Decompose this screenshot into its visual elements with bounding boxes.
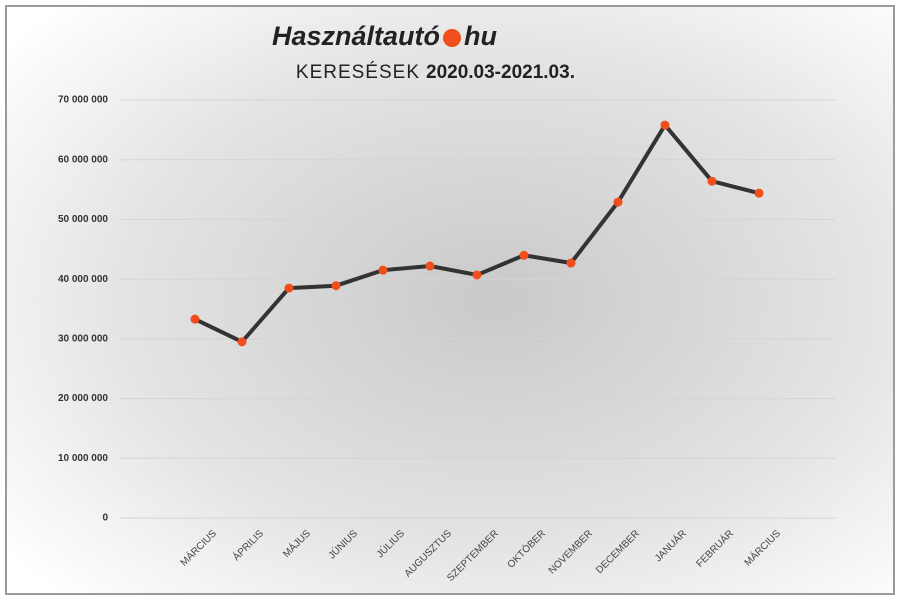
- y-tick-label: 60 000 000: [58, 154, 108, 165]
- point: [754, 188, 764, 198]
- point: [660, 120, 670, 130]
- point: [707, 176, 717, 186]
- y-tick-label: 20 000 000: [58, 393, 108, 404]
- point: [472, 270, 482, 280]
- point: [425, 261, 435, 271]
- chart-subtitle: 2020.03-2021.03.: [426, 62, 575, 83]
- logo-dot: [443, 29, 461, 47]
- y-tick-label: 50 000 000: [58, 214, 108, 225]
- point: [613, 197, 623, 207]
- logo-name: Használtautó: [272, 21, 440, 51]
- point: [331, 281, 341, 291]
- y-tick-label: 40 000 000: [58, 274, 108, 285]
- point: [190, 314, 200, 324]
- frame: [5, 5, 895, 595]
- y-tick-label: 0: [102, 513, 108, 524]
- point: [237, 337, 247, 347]
- point: [378, 265, 388, 275]
- y-tick-label: 10 000 000: [58, 453, 108, 464]
- chart-title: KERESÉSEK: [296, 62, 420, 83]
- point: [566, 258, 576, 268]
- point: [519, 250, 529, 260]
- y-tick-label: 70 000 000: [58, 95, 108, 106]
- logo-suffix: hu: [464, 21, 497, 51]
- point: [284, 283, 294, 293]
- y-tick-label: 30 000 000: [58, 333, 108, 344]
